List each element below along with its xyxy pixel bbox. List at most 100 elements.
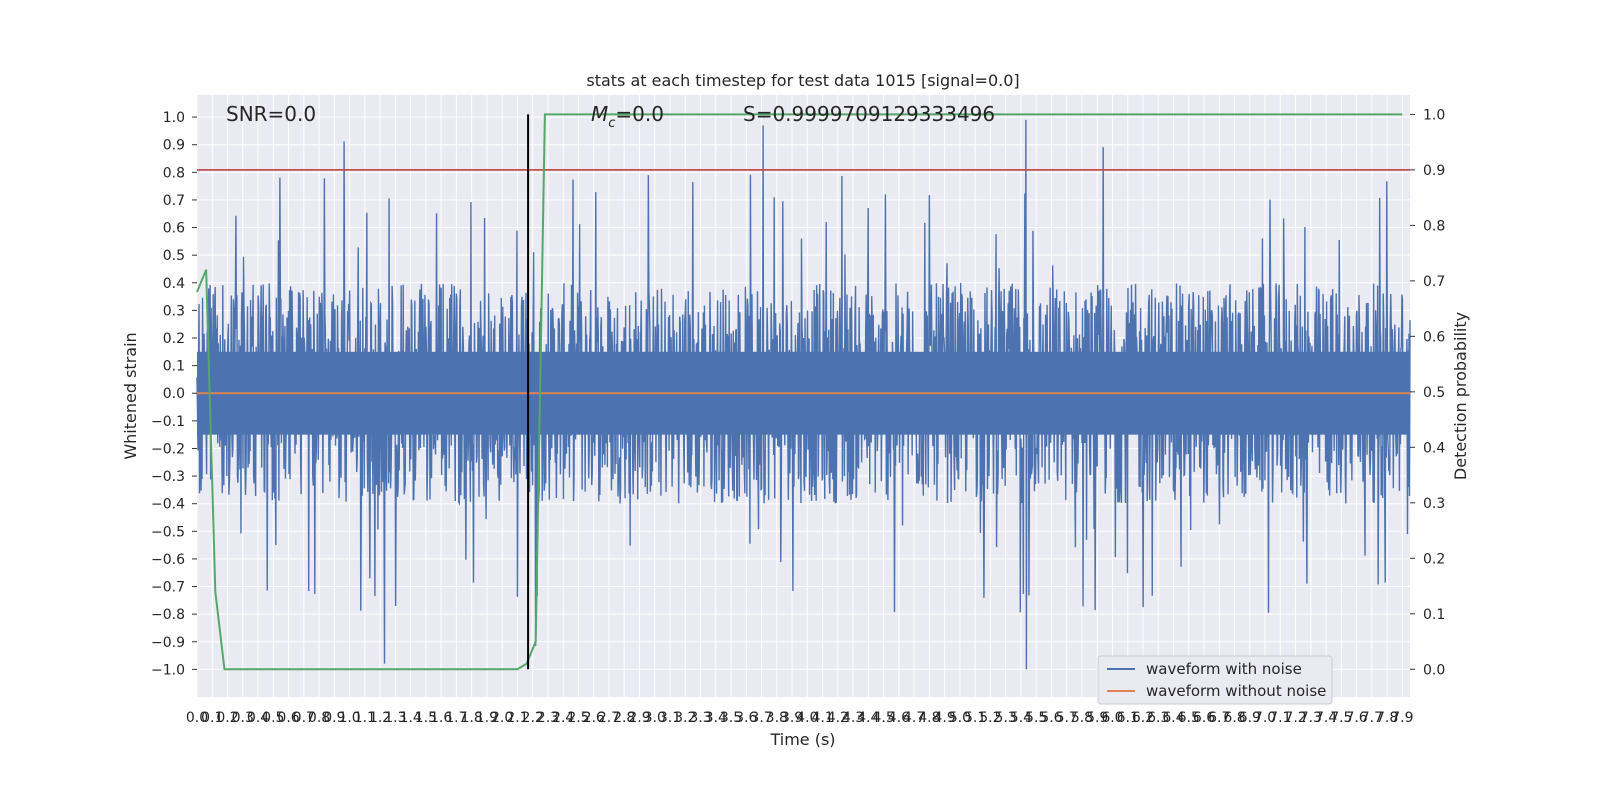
x-tick-label: 1.6 bbox=[430, 710, 452, 726]
x-tick-label: 0.7 bbox=[293, 710, 315, 726]
left-tick-label: 0.1 bbox=[163, 359, 185, 375]
x-tick-label: 5.2 bbox=[979, 710, 1001, 726]
x-tick-label: 5.5 bbox=[1025, 710, 1047, 726]
x-tick-label: 2.9 bbox=[628, 710, 650, 726]
x-tick-label: 6.3 bbox=[1147, 710, 1169, 726]
x-tick-label: 7.0 bbox=[1254, 710, 1276, 726]
left-y-axis-label: Whitened strain bbox=[121, 332, 140, 459]
x-tick-label: 5.3 bbox=[995, 710, 1017, 726]
x-tick-label: 0.4 bbox=[247, 710, 269, 726]
legend: waveform with noise waveform without noi… bbox=[1097, 655, 1333, 705]
left-tick-label: −0.5 bbox=[151, 524, 185, 540]
snr-annotation: SNR=0.0 bbox=[226, 102, 316, 126]
x-tick-label: 7.6 bbox=[1345, 710, 1367, 726]
x-tick-label: 4.7 bbox=[903, 710, 925, 726]
overlays bbox=[196, 113, 1410, 671]
x-tick-label: 7.7 bbox=[1361, 710, 1383, 726]
x-tick-label: 4.3 bbox=[842, 710, 864, 726]
left-tick-label: 0.0 bbox=[163, 386, 185, 402]
x-tick-label: 4.0 bbox=[796, 710, 818, 726]
x-tick-label: 5.0 bbox=[949, 710, 971, 726]
x-tick-label: 4.8 bbox=[918, 710, 940, 726]
right-tick-label: 1.0 bbox=[1423, 107, 1445, 123]
x-tick-label: 5.1 bbox=[964, 710, 986, 726]
x-tick-label: 3.4 bbox=[705, 710, 727, 726]
left-tick-label: −0.3 bbox=[151, 469, 185, 485]
x-tick-label: 7.2 bbox=[1284, 710, 1306, 726]
left-tick-label: −0.4 bbox=[151, 497, 185, 513]
x-tick-label: 0.6 bbox=[277, 710, 299, 726]
right-tick-label: 0.9 bbox=[1423, 163, 1445, 179]
x-tick-label: 6.0 bbox=[1101, 710, 1123, 726]
chirp-mass-annotation: Mc=0.0 bbox=[591, 102, 664, 131]
left-tick-label: −0.8 bbox=[151, 607, 185, 623]
left-tick-label: 0.9 bbox=[163, 138, 185, 154]
x-tick-label: 1.4 bbox=[399, 710, 421, 726]
x-tick-label: 2.3 bbox=[537, 710, 559, 726]
x-tick-label: 5.8 bbox=[1071, 710, 1093, 726]
right-y-axis-label: Detection probability bbox=[1451, 312, 1470, 480]
x-tick-label: 3.1 bbox=[659, 710, 681, 726]
left-tick-label: −0.1 bbox=[151, 414, 185, 430]
x-tick-label: 7.9 bbox=[1391, 710, 1413, 726]
left-y-axis: −1.0 −0.9 −0.8 −0.7 −0.6 −0.5 −0.4 −0.3 −0.2 −0.1… bbox=[151, 110, 197, 678]
x-tick-label: 1.5 bbox=[415, 710, 437, 726]
x-tick-label: 6.4 bbox=[1162, 710, 1184, 726]
x-tick-label: 6.7 bbox=[1208, 710, 1230, 726]
x-tick-label: 6.5 bbox=[1178, 710, 1200, 726]
x-tick-label: 2.1 bbox=[506, 710, 528, 726]
left-tick-label: −0.9 bbox=[151, 635, 185, 651]
x-tick-label: 6.2 bbox=[1132, 710, 1154, 726]
x-tick-label: 3.5 bbox=[720, 710, 742, 726]
x-axis: 0.00.10.20.30.40.50.60.70.80.91.01.11.21… bbox=[186, 710, 1414, 726]
x-tick-label: 6.8 bbox=[1223, 710, 1245, 726]
x-tick-label: 0.0 bbox=[186, 710, 208, 726]
x-tick-label: 4.6 bbox=[888, 710, 910, 726]
x-tick-label: 1.1 bbox=[354, 710, 376, 726]
x-tick-label: 1.9 bbox=[476, 710, 498, 726]
left-tick-label: 1.0 bbox=[163, 110, 185, 126]
x-tick-label: 0.1 bbox=[201, 710, 223, 726]
x-tick-label: 1.2 bbox=[369, 710, 391, 726]
legend-label-noisy: waveform with noise bbox=[1146, 660, 1302, 678]
x-tick-label: 7.1 bbox=[1269, 710, 1291, 726]
x-tick-label: 2.8 bbox=[613, 710, 635, 726]
x-tick-label: 3.9 bbox=[781, 710, 803, 726]
x-tick-label: 1.7 bbox=[445, 710, 467, 726]
x-tick-label: 2.6 bbox=[583, 710, 605, 726]
x-tick-label: 3.7 bbox=[750, 710, 772, 726]
x-tick-label: 0.9 bbox=[323, 710, 345, 726]
left-tick-label: 0.8 bbox=[163, 165, 185, 181]
right-tick-label: 0.8 bbox=[1423, 218, 1445, 234]
x-tick-label: 3.0 bbox=[644, 710, 666, 726]
x-tick-label: 7.3 bbox=[1300, 710, 1322, 726]
x-tick-label: 2.4 bbox=[552, 710, 574, 726]
x-tick-label: 5.9 bbox=[1086, 710, 1108, 726]
left-tick-label: 0.3 bbox=[163, 303, 185, 319]
x-tick-label: 2.2 bbox=[522, 710, 544, 726]
x-tick-label: 5.4 bbox=[1010, 710, 1032, 726]
left-tick-label: −1.0 bbox=[151, 662, 185, 678]
legend-label-clean: waveform without noise bbox=[1146, 682, 1326, 700]
x-tick-label: 0.5 bbox=[262, 710, 284, 726]
x-tick-label: 7.4 bbox=[1315, 710, 1337, 726]
x-tick-label: 1.3 bbox=[384, 710, 406, 726]
statistic-annotation: S=0.9999709129333496 bbox=[743, 102, 995, 126]
left-tick-label: −0.2 bbox=[151, 441, 185, 457]
x-tick-label: 3.6 bbox=[735, 710, 757, 726]
left-tick-label: −0.7 bbox=[151, 580, 185, 596]
x-tick-label: 3.3 bbox=[689, 710, 711, 726]
x-tick-label: 3.2 bbox=[674, 710, 696, 726]
x-tick-label: 3.8 bbox=[766, 710, 788, 726]
right-tick-label: 0.7 bbox=[1423, 274, 1445, 290]
chart-title: stats at each timestep for test data 101… bbox=[586, 71, 1019, 90]
x-tick-label: 6.1 bbox=[1117, 710, 1139, 726]
right-y-axis: 0.0 0.1 0.2 0.3 0.4 0.5 0.6 0.7 0.8 0.9 1.0 bbox=[1410, 107, 1445, 678]
left-tick-label: 0.7 bbox=[163, 193, 185, 209]
x-axis-label: Time (s) bbox=[769, 730, 835, 749]
left-tick-label: 0.5 bbox=[163, 248, 185, 264]
x-tick-label: 0.3 bbox=[232, 710, 254, 726]
x-tick-label: 4.4 bbox=[857, 710, 879, 726]
noisy-waveform-line bbox=[196, 119, 1411, 670]
